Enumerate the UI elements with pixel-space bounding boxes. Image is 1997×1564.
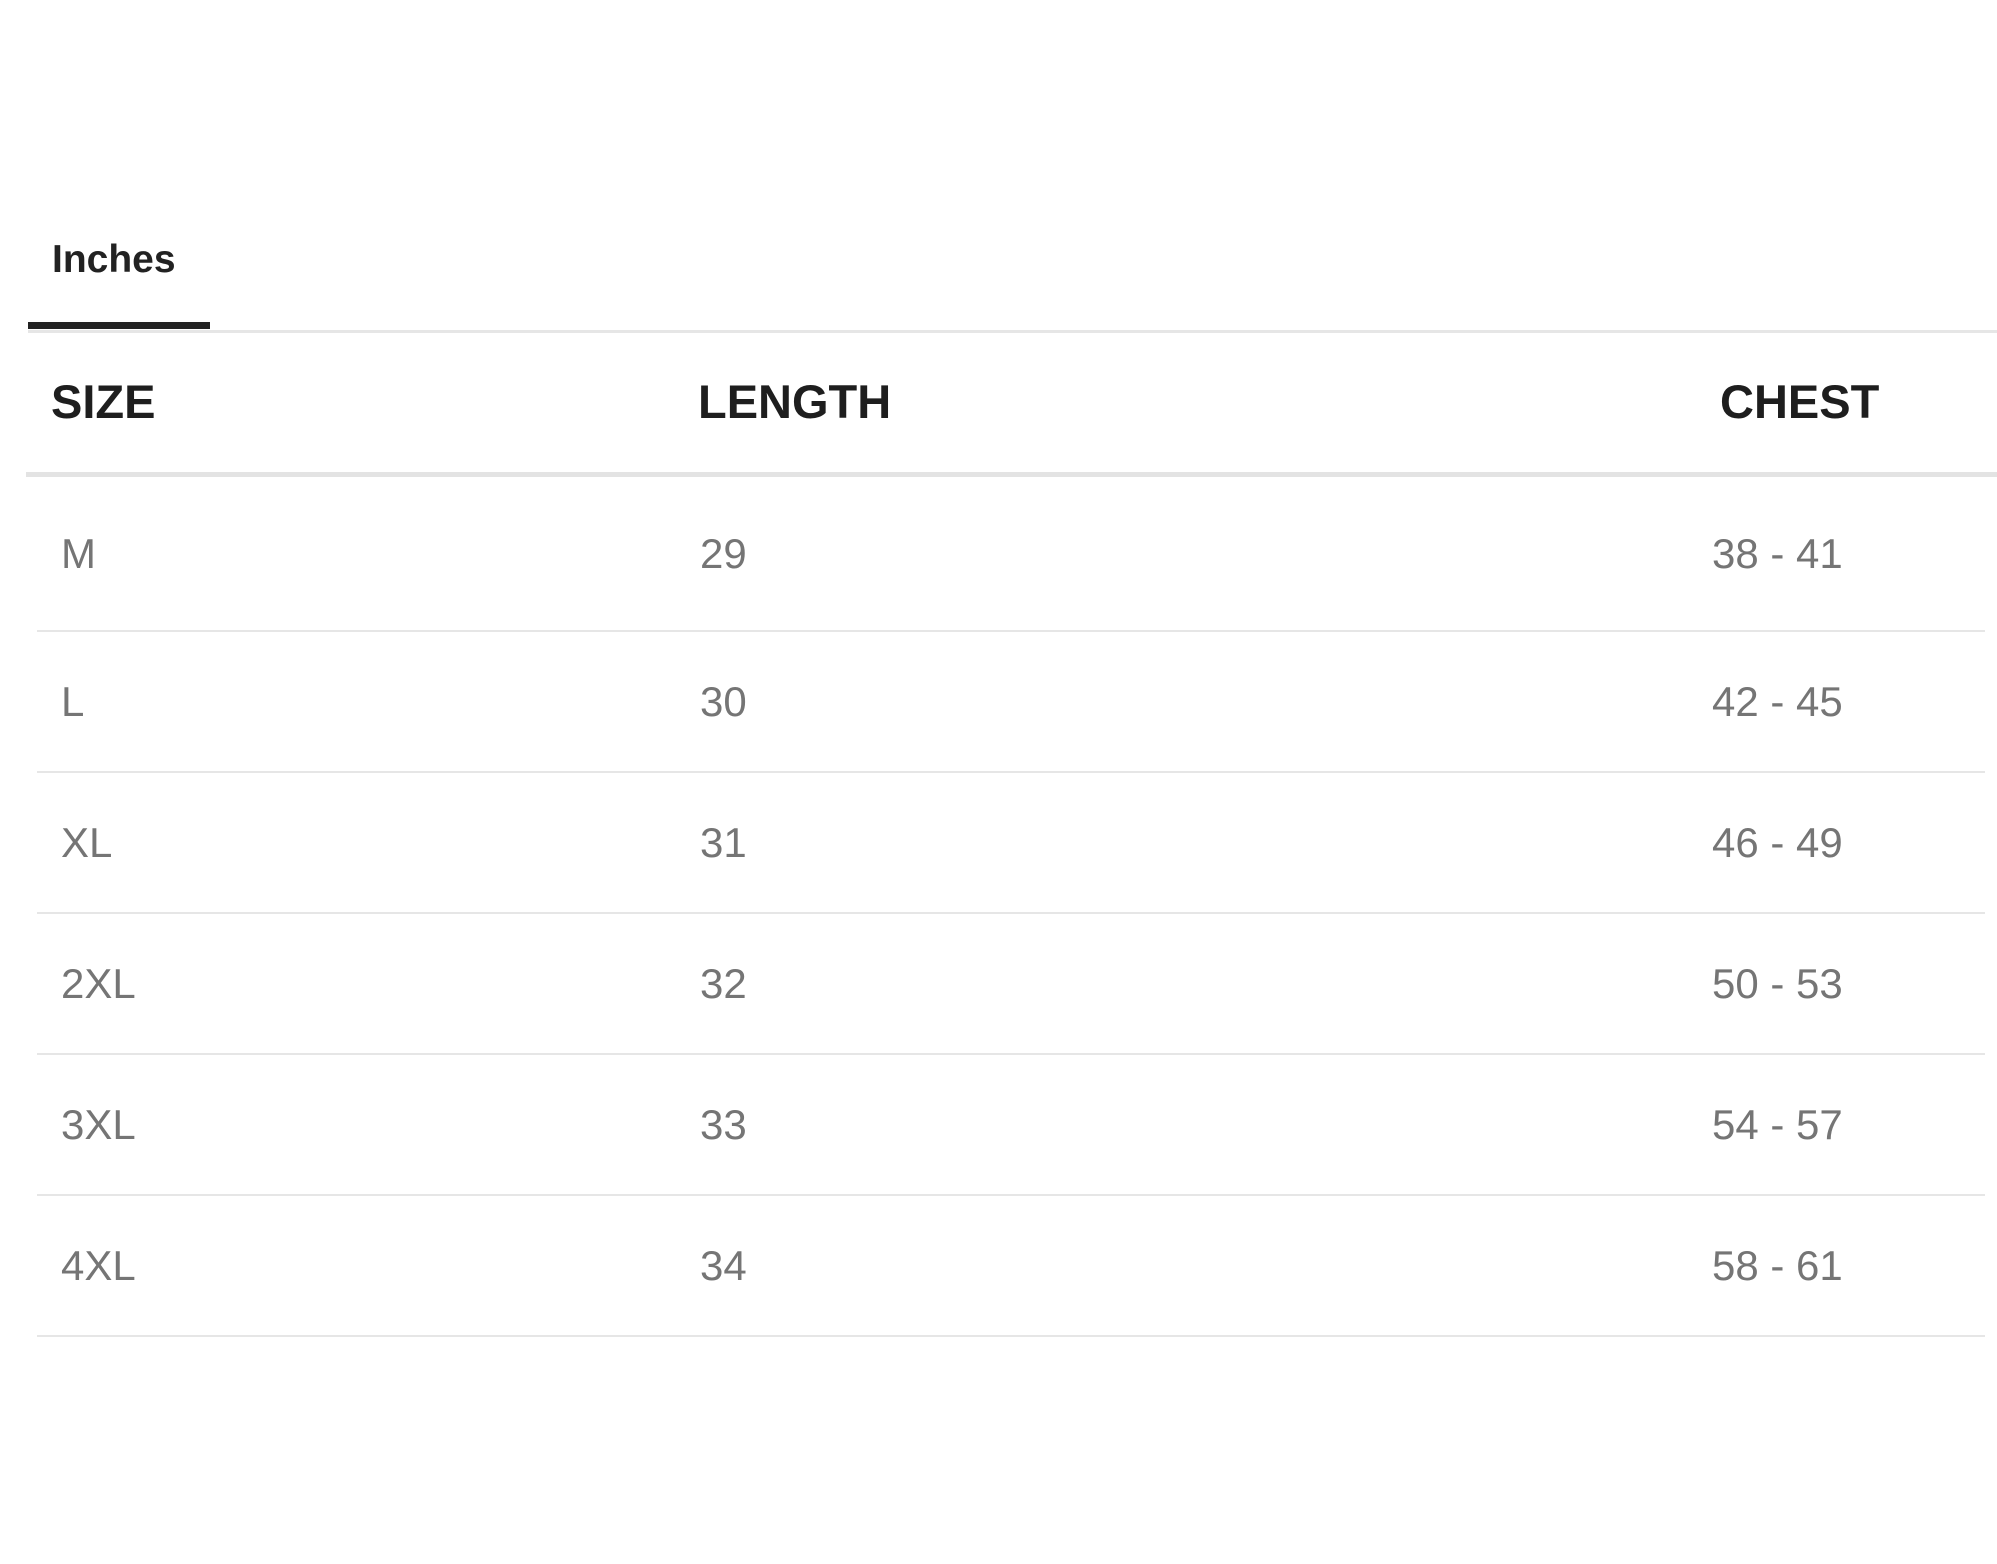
table-row: 3XL 33 54 - 57	[37, 1055, 1985, 1196]
cell-chest: 42 - 45	[1712, 677, 1843, 725]
cell-size: XL	[61, 818, 113, 866]
cell-length: 30	[700, 677, 747, 725]
active-tab-indicator	[28, 322, 210, 329]
cell-size: 3XL	[61, 1100, 136, 1148]
table-row: XL 31 46 - 49	[37, 773, 1985, 914]
header-divider	[26, 472, 1997, 477]
table-row: 4XL 34 58 - 61	[37, 1196, 1985, 1337]
table-row: M 29 38 - 41	[37, 477, 1985, 632]
cell-size: L	[61, 677, 85, 725]
cell-length: 34	[700, 1241, 747, 1289]
cell-length: 31	[700, 818, 747, 866]
cell-length: 32	[700, 959, 747, 1007]
tab-inches[interactable]: Inches	[28, 226, 210, 329]
tab-label: Inches	[52, 238, 176, 281]
cell-chest: 58 - 61	[1712, 1241, 1843, 1289]
cell-length: 33	[700, 1100, 747, 1148]
table-row: L 30 42 - 45	[37, 632, 1985, 773]
header-length: LENGTH	[698, 375, 892, 428]
cell-size: M	[61, 529, 96, 577]
header-size: SIZE	[51, 375, 156, 428]
table-row: 2XL 32 50 - 53	[37, 914, 1985, 1055]
tab-divider	[28, 330, 1997, 333]
cell-chest: 46 - 49	[1712, 818, 1843, 866]
cell-chest: 50 - 53	[1712, 959, 1843, 1007]
cell-size: 4XL	[61, 1241, 136, 1289]
header-chest: CHEST	[1720, 375, 1880, 428]
cell-length: 29	[700, 529, 747, 577]
cell-chest: 54 - 57	[1712, 1100, 1843, 1148]
cell-size: 2XL	[61, 959, 136, 1007]
cell-chest: 38 - 41	[1712, 529, 1843, 577]
